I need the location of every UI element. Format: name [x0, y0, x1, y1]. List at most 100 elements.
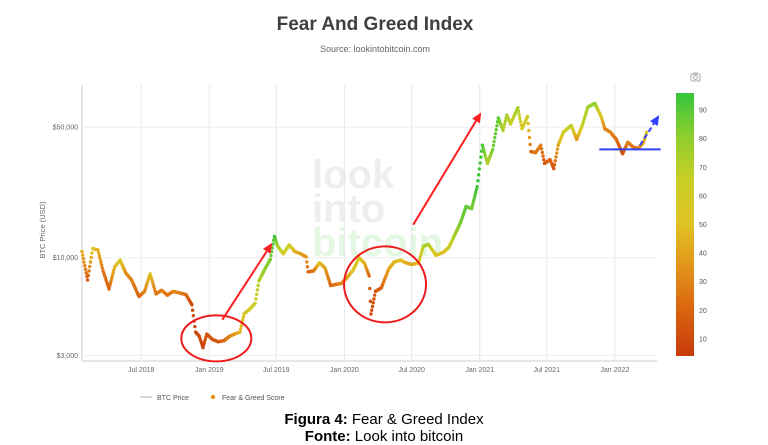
price-point: [369, 312, 373, 316]
price-point: [475, 184, 479, 189]
price-point: [241, 318, 245, 322]
colorbar-tick-label: 90: [699, 108, 707, 115]
watermark-look: look: [312, 153, 395, 197]
price-point: [528, 142, 532, 147]
price-point: [495, 124, 499, 128]
trend-arrow-head: [262, 242, 273, 254]
price-point: [555, 151, 559, 155]
y-tick-label: $3,000: [57, 353, 79, 360]
price-point: [256, 283, 260, 288]
price-point: [517, 113, 521, 117]
price-point: [238, 330, 242, 334]
y-axis-label: BTC Price (USD): [38, 201, 47, 259]
camera-icon[interactable]: [690, 72, 701, 82]
price-point: [99, 263, 104, 267]
price-point: [86, 273, 90, 278]
price-point: [526, 121, 530, 126]
highlight-ellipse: [343, 245, 428, 324]
price-point: [110, 273, 115, 278]
legend: BTC Price Fear & Greed Score: [140, 394, 285, 402]
chart-title: Fear And Greed Index: [277, 14, 474, 35]
figure-label: Figura 4:: [284, 411, 348, 428]
price-point: [491, 147, 495, 152]
price-point: [88, 260, 93, 264]
price-point: [474, 190, 478, 194]
colorbar-tick-label: 10: [699, 336, 707, 343]
price-point: [111, 270, 115, 275]
price-point: [370, 304, 375, 309]
price-point: [518, 120, 523, 124]
price-point: [470, 204, 475, 208]
y-tick-label: $10,000: [53, 255, 78, 262]
price-point: [480, 143, 485, 147]
price-point: [371, 300, 375, 305]
price-point: [305, 260, 309, 264]
price-point: [97, 254, 102, 258]
price-point: [473, 193, 477, 197]
x-tick-label: Jul 2020: [398, 367, 425, 374]
trend-arrow-dashed-head: [650, 115, 660, 126]
price-point: [419, 250, 424, 254]
price-point: [269, 253, 273, 258]
plot-grid: [81, 85, 657, 362]
price-point: [238, 327, 243, 331]
x-tick-label: Jul 2018: [128, 367, 155, 374]
price-points: [80, 101, 649, 350]
price-point: [478, 161, 482, 165]
colorbar-tick-label: 80: [699, 136, 707, 143]
colorbar-tick-label: 60: [699, 193, 707, 200]
price-point: [481, 146, 485, 150]
x-tick-label: Jan 2021: [465, 367, 494, 374]
price-point: [191, 313, 196, 318]
price-point: [80, 253, 85, 257]
price-point: [84, 271, 88, 275]
price-point: [202, 343, 206, 347]
colorbar-tick-label: 20: [699, 308, 707, 315]
price-point: [85, 278, 90, 282]
highlight-ellipse: [180, 314, 253, 363]
x-tick-label: Jul 2019: [263, 367, 290, 374]
legend-fear-greed: Fear & Greed Score: [222, 395, 285, 402]
price-point: [87, 269, 91, 273]
price-point: [254, 292, 259, 297]
price-point: [108, 284, 112, 288]
chart-subtitle: Source: lookintobitcoin.com: [320, 44, 430, 54]
price-point: [305, 265, 310, 269]
legend-dot-icon: [210, 394, 216, 400]
x-tick-label: Jul 2021: [534, 367, 561, 374]
price-point: [83, 264, 87, 268]
price-point: [203, 337, 207, 342]
figure-caption: Figura 4: Fear & Greed Index: [0, 411, 768, 428]
price-point: [112, 268, 116, 272]
price-point: [518, 116, 522, 120]
price-point: [89, 255, 93, 260]
price-point: [502, 125, 506, 130]
y-tick-label: $50,000: [53, 125, 78, 132]
price-point: [99, 260, 103, 264]
price-point: [80, 249, 84, 254]
price-point: [553, 159, 557, 163]
price-point: [492, 139, 496, 144]
price-point: [469, 206, 474, 211]
price-point: [501, 128, 505, 133]
colorbar-scale: [676, 93, 694, 356]
colorbar-tick-label: 30: [699, 279, 707, 286]
colorbar-tick-label: 40: [699, 251, 707, 258]
price-point: [372, 297, 376, 301]
price-point: [109, 279, 113, 283]
price-point: [88, 264, 92, 269]
price-point: [539, 147, 544, 151]
watermark-bitcoin: bitcoin: [312, 221, 443, 265]
price-point: [83, 267, 88, 271]
colorbar-tick-label: 70: [699, 165, 707, 172]
price-point: [552, 162, 557, 167]
price-point: [193, 324, 197, 329]
price-point: [202, 340, 207, 344]
x-tick-label: Jan 2020: [330, 367, 359, 374]
price-point: [190, 303, 194, 307]
price-point: [555, 147, 560, 151]
price-point: [201, 345, 205, 350]
fear-greed-chart: Fear And Greed Index Source: lookintobit…: [38, 14, 707, 402]
price-point: [477, 167, 482, 171]
price-point: [271, 242, 275, 246]
